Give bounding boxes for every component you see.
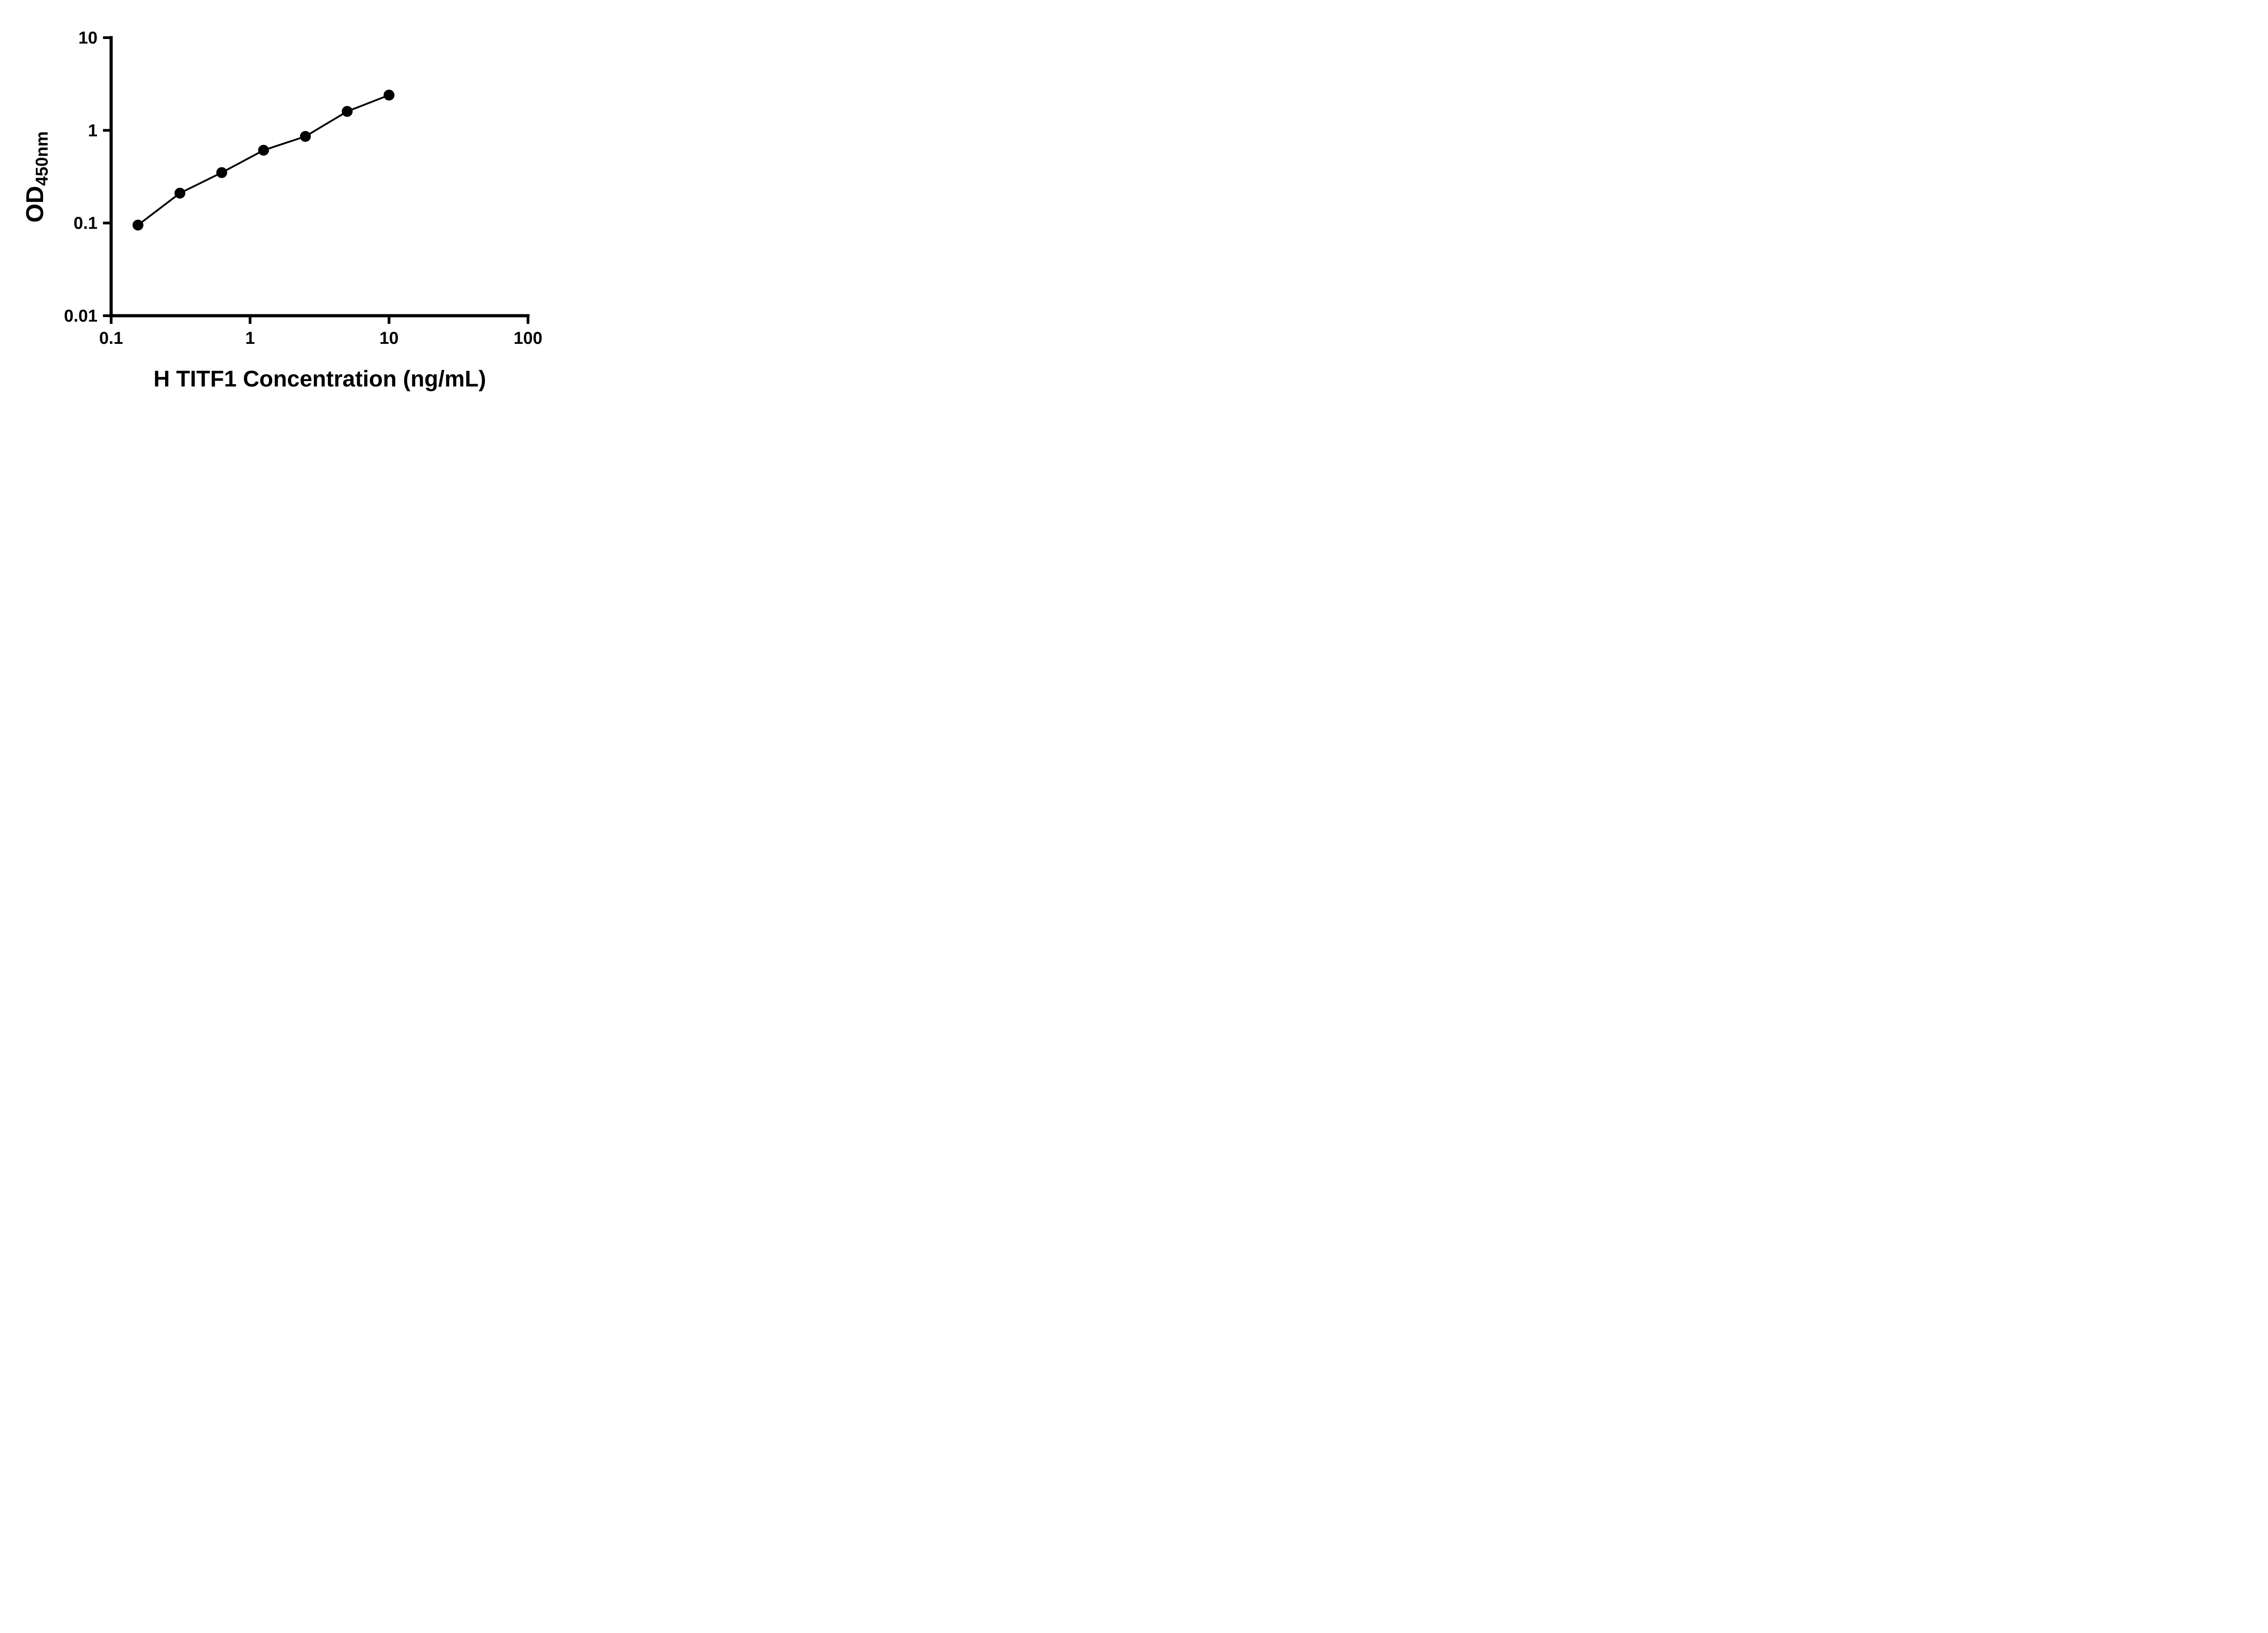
y-axis-title-main: OD	[21, 186, 49, 223]
data-points	[132, 89, 395, 231]
elisa-standard-curve-figure: 0.1 1 10 100 0.01 0.1 1 10 H TITF1 Concentrati…	[0, 0, 583, 408]
data-point	[300, 131, 311, 142]
data-point	[258, 145, 269, 156]
x-tick-label: 100	[513, 329, 542, 348]
y-axis-ticks	[103, 36, 111, 317]
y-axis-title: OD450nm	[21, 131, 52, 222]
y-axis-tick-labels: 0.01 0.1 1 10	[64, 29, 98, 326]
x-tick-label: 10	[380, 329, 399, 348]
data-point	[342, 106, 353, 117]
y-axis-title-subscript: 450nm	[33, 131, 52, 186]
x-tick-label: 0.1	[99, 329, 123, 348]
axis-lines	[109, 36, 530, 318]
x-axis-ticks	[110, 316, 529, 324]
y-tick-label: 1	[88, 121, 98, 140]
y-tick-label: 0.1	[73, 214, 98, 233]
data-point	[174, 187, 186, 199]
axes	[109, 36, 530, 318]
x-axis-tick-labels: 0.1 1 10 100	[99, 329, 543, 348]
data-point	[132, 220, 144, 231]
y-tick-label: 10	[78, 29, 98, 48]
x-tick-label: 1	[245, 329, 255, 348]
y-tick-label: 0.01	[64, 307, 98, 326]
x-axis-title: H TITF1 Concentration (ng/mL)	[153, 366, 486, 391]
data-point	[216, 167, 227, 178]
data-point	[383, 89, 395, 101]
